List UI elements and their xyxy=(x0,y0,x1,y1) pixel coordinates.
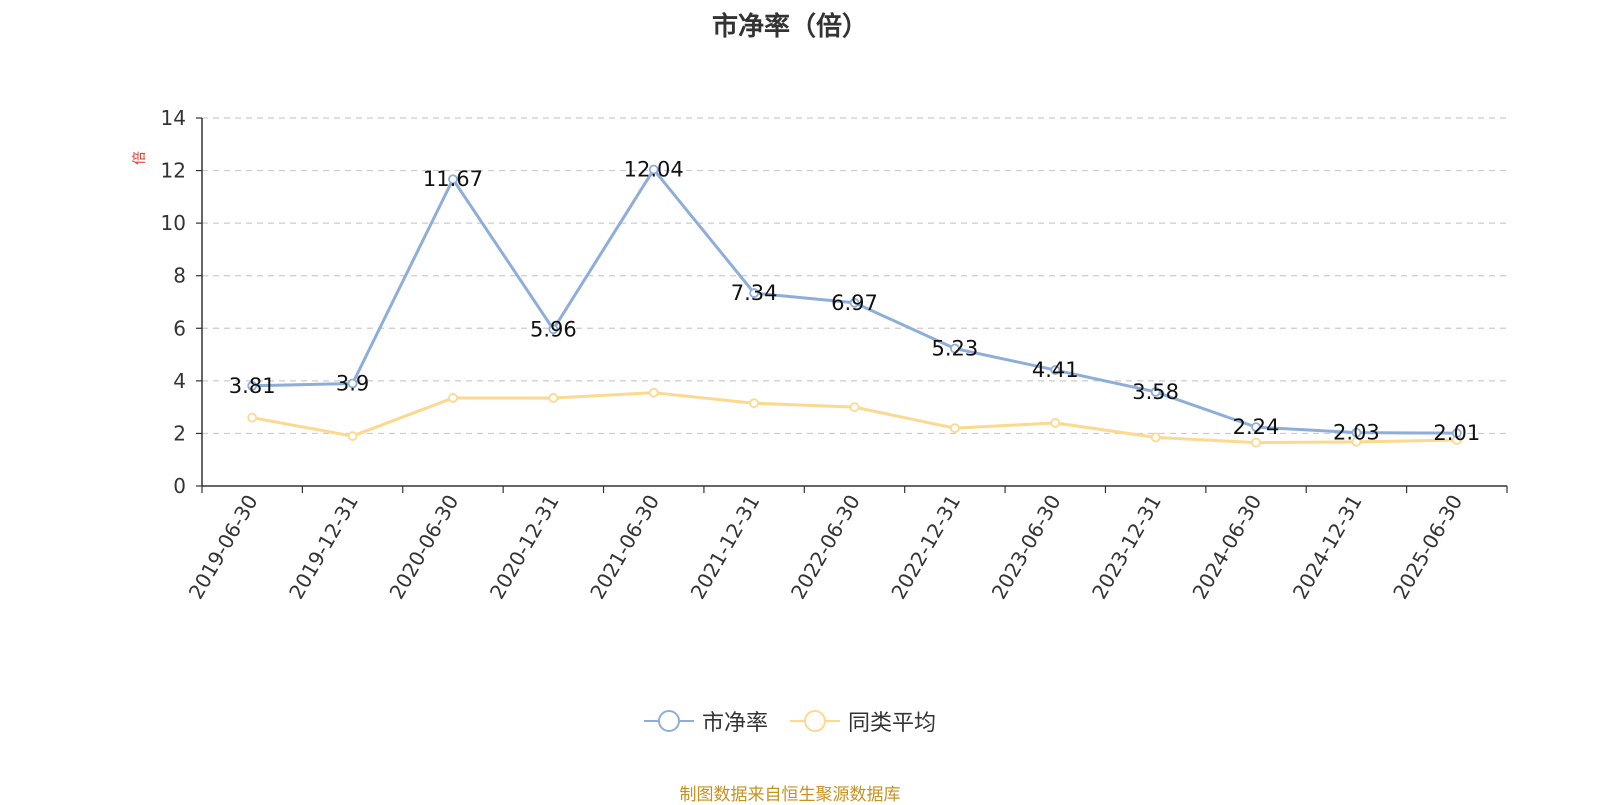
legend-circle xyxy=(804,710,826,732)
legend-item[interactable]: 同类平均 xyxy=(790,705,936,737)
legend-label: 同类平均 xyxy=(848,711,937,736)
x-tick-label: 2021-12-31 xyxy=(686,491,765,604)
data-point xyxy=(1150,386,1161,397)
y-tick-label: 4 xyxy=(173,369,186,393)
data-point xyxy=(648,164,659,175)
x-tick-label: 2024-06-30 xyxy=(1187,491,1266,604)
data-point xyxy=(648,387,659,398)
y-tick-label: 14 xyxy=(161,106,186,130)
data-point xyxy=(347,431,358,441)
data-point xyxy=(1050,365,1061,375)
series-lines xyxy=(247,164,1462,448)
data-label: 5.96 xyxy=(530,317,577,341)
data-label: 12.04 xyxy=(624,158,684,182)
chart-title: 市净率（倍） xyxy=(711,12,868,42)
y-tick-label: 0 xyxy=(173,474,186,498)
data-label: 4.41 xyxy=(1032,358,1079,382)
data-point xyxy=(1050,418,1061,428)
line-chart: 0 2 4 6 8 10 12 14 倍 2019-06-30 2019-12-31 2020-06-… xyxy=(132,106,1508,604)
data-label: 11.67 xyxy=(423,167,483,191)
data-label: 2.24 xyxy=(1233,415,1280,439)
data-labels: 3.81 3.9 11.67 5.96 12.04 7.34 6.97 5.23 4.41 3.5… xyxy=(229,158,1480,446)
data-point xyxy=(448,174,458,185)
data-point xyxy=(849,297,860,308)
data-label: 3.58 xyxy=(1132,380,1179,404)
x-tick-label: 2020-06-30 xyxy=(384,491,463,604)
data-point xyxy=(1150,432,1161,443)
x-tick-label: 2019-12-31 xyxy=(284,491,363,604)
x-tick-label: 2024-12-31 xyxy=(1288,491,1367,604)
legend-marker-icon xyxy=(643,710,694,732)
x-tick-label: 2019-06-30 xyxy=(184,491,263,604)
data-point xyxy=(347,378,358,389)
data-label: 2.03 xyxy=(1333,421,1380,445)
data-point xyxy=(1351,427,1362,438)
x-tick-label: 2025-06-30 xyxy=(1388,491,1467,604)
data-label: 3.9 xyxy=(336,371,369,395)
data-point xyxy=(548,324,559,335)
x-tick-label: 2023-12-31 xyxy=(1087,491,1166,604)
y-axis-label: 倍 xyxy=(132,151,148,165)
y-tick-label: 8 xyxy=(173,264,186,288)
y-tick-label: 12 xyxy=(161,159,186,183)
data-point xyxy=(247,380,258,391)
data-point xyxy=(849,402,860,413)
legend: 市净率 同类平均 xyxy=(0,705,1580,737)
legend-marker-icon xyxy=(790,710,840,732)
grid-lines xyxy=(202,117,1507,435)
data-point xyxy=(1351,436,1362,447)
x-tick-label: 2020-12-31 xyxy=(485,491,564,604)
data-point xyxy=(548,393,559,403)
data-label: 7.34 xyxy=(731,281,778,305)
data-point xyxy=(1251,422,1261,433)
data-point xyxy=(749,288,760,298)
data-point xyxy=(949,423,960,434)
data-label: 6.97 xyxy=(831,291,878,315)
legend-circle xyxy=(657,710,680,732)
legend-label: 市净率 xyxy=(701,711,768,736)
data-point xyxy=(949,343,960,354)
data-point xyxy=(749,398,760,409)
legend-item[interactable]: 市净率 xyxy=(643,705,768,737)
data-label: 2.01 xyxy=(1433,421,1480,445)
data-label: 5.23 xyxy=(932,337,979,361)
x-tick-label: 2021-06-30 xyxy=(585,491,664,604)
axes: 0 2 4 6 8 10 12 14 倍 2019-06-30 2019-12-31 2020-06-… xyxy=(132,106,1508,604)
data-point xyxy=(448,393,458,403)
x-tick-label: 2023-06-30 xyxy=(987,491,1066,604)
data-point xyxy=(247,412,258,423)
x-tick-label: 2022-06-30 xyxy=(786,491,865,604)
y-tick-label: 6 xyxy=(173,316,186,340)
y-tick-label: 10 xyxy=(161,211,186,235)
source-note: 制图数据来自恒生聚源数据库 xyxy=(679,785,901,805)
x-tick-label: 2022-12-31 xyxy=(886,491,965,604)
data-point xyxy=(1451,428,1462,439)
y-tick-label: 2 xyxy=(173,421,186,445)
data-point xyxy=(1251,437,1261,448)
data-label: 3.81 xyxy=(229,374,276,398)
